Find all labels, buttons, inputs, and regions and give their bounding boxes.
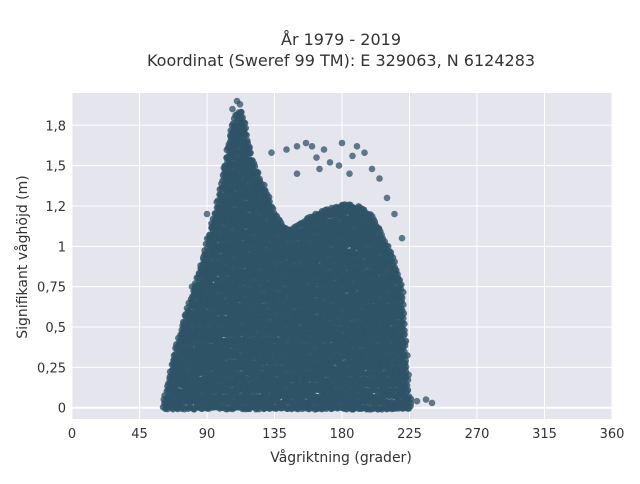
chart-title-line2: Koordinat (Sweref 99 TM): E 329063, N 61… [147, 51, 535, 70]
chart-title-line1: År 1979 - 2019 [281, 30, 401, 49]
data-point [239, 114, 246, 121]
data-point [255, 170, 262, 177]
data-point [243, 132, 250, 139]
data-point [242, 125, 249, 132]
data-point [247, 150, 254, 157]
data-point [246, 144, 253, 151]
